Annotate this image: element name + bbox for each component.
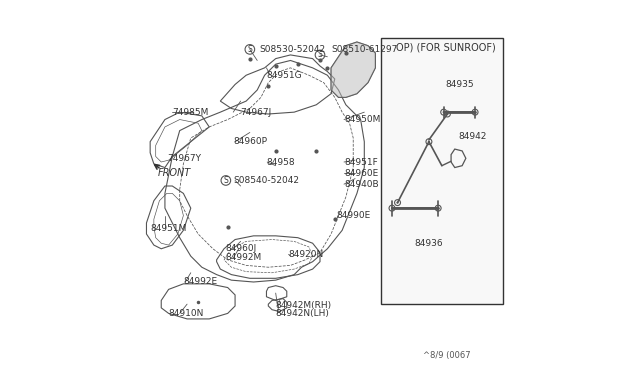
Circle shape — [437, 207, 439, 209]
Text: 84920N: 84920N — [289, 250, 324, 259]
Circle shape — [446, 113, 449, 115]
Circle shape — [391, 207, 393, 209]
Text: S: S — [317, 51, 323, 60]
Text: 74967Y: 74967Y — [167, 154, 201, 163]
Text: 84936: 84936 — [414, 239, 443, 248]
Text: 84935: 84935 — [445, 80, 474, 89]
Text: S08510-61297: S08510-61297 — [331, 45, 397, 54]
Text: OP) (FOR SUNROOF): OP) (FOR SUNROOF) — [396, 42, 495, 52]
Text: 84951M: 84951M — [150, 224, 186, 233]
Text: 84942: 84942 — [458, 132, 487, 141]
Text: 84960E: 84960E — [344, 169, 378, 177]
Text: 74967J: 74967J — [241, 108, 272, 117]
Text: FRONT: FRONT — [157, 168, 191, 178]
Text: ^8/9 (0067: ^8/9 (0067 — [424, 351, 471, 360]
Circle shape — [443, 111, 445, 113]
Text: 84960P: 84960P — [233, 137, 268, 146]
Circle shape — [396, 202, 399, 204]
Text: S: S — [223, 176, 228, 185]
Text: 84990E: 84990E — [337, 211, 371, 220]
Text: S: S — [248, 45, 252, 54]
Text: 84942M(RH): 84942M(RH) — [276, 301, 332, 311]
Text: 84940B: 84940B — [344, 180, 379, 189]
Text: 84992E: 84992E — [184, 278, 218, 286]
Text: 84910N: 84910N — [168, 309, 204, 318]
Text: 84960J: 84960J — [226, 244, 257, 253]
Polygon shape — [331, 42, 376, 97]
Text: S08540-52042: S08540-52042 — [233, 176, 300, 185]
Text: 84958: 84958 — [266, 157, 295, 167]
Text: 84951F: 84951F — [344, 157, 378, 167]
Text: 74985M: 74985M — [172, 108, 209, 117]
Text: 84942N(LH): 84942N(LH) — [276, 309, 330, 318]
Circle shape — [428, 141, 430, 143]
Text: 84992M: 84992M — [226, 253, 262, 263]
Text: S08530-52042: S08530-52042 — [259, 45, 325, 54]
Text: 84950M: 84950M — [344, 115, 380, 124]
Circle shape — [474, 111, 476, 113]
Bar — [381, 38, 503, 304]
Text: 84951G: 84951G — [266, 71, 302, 80]
